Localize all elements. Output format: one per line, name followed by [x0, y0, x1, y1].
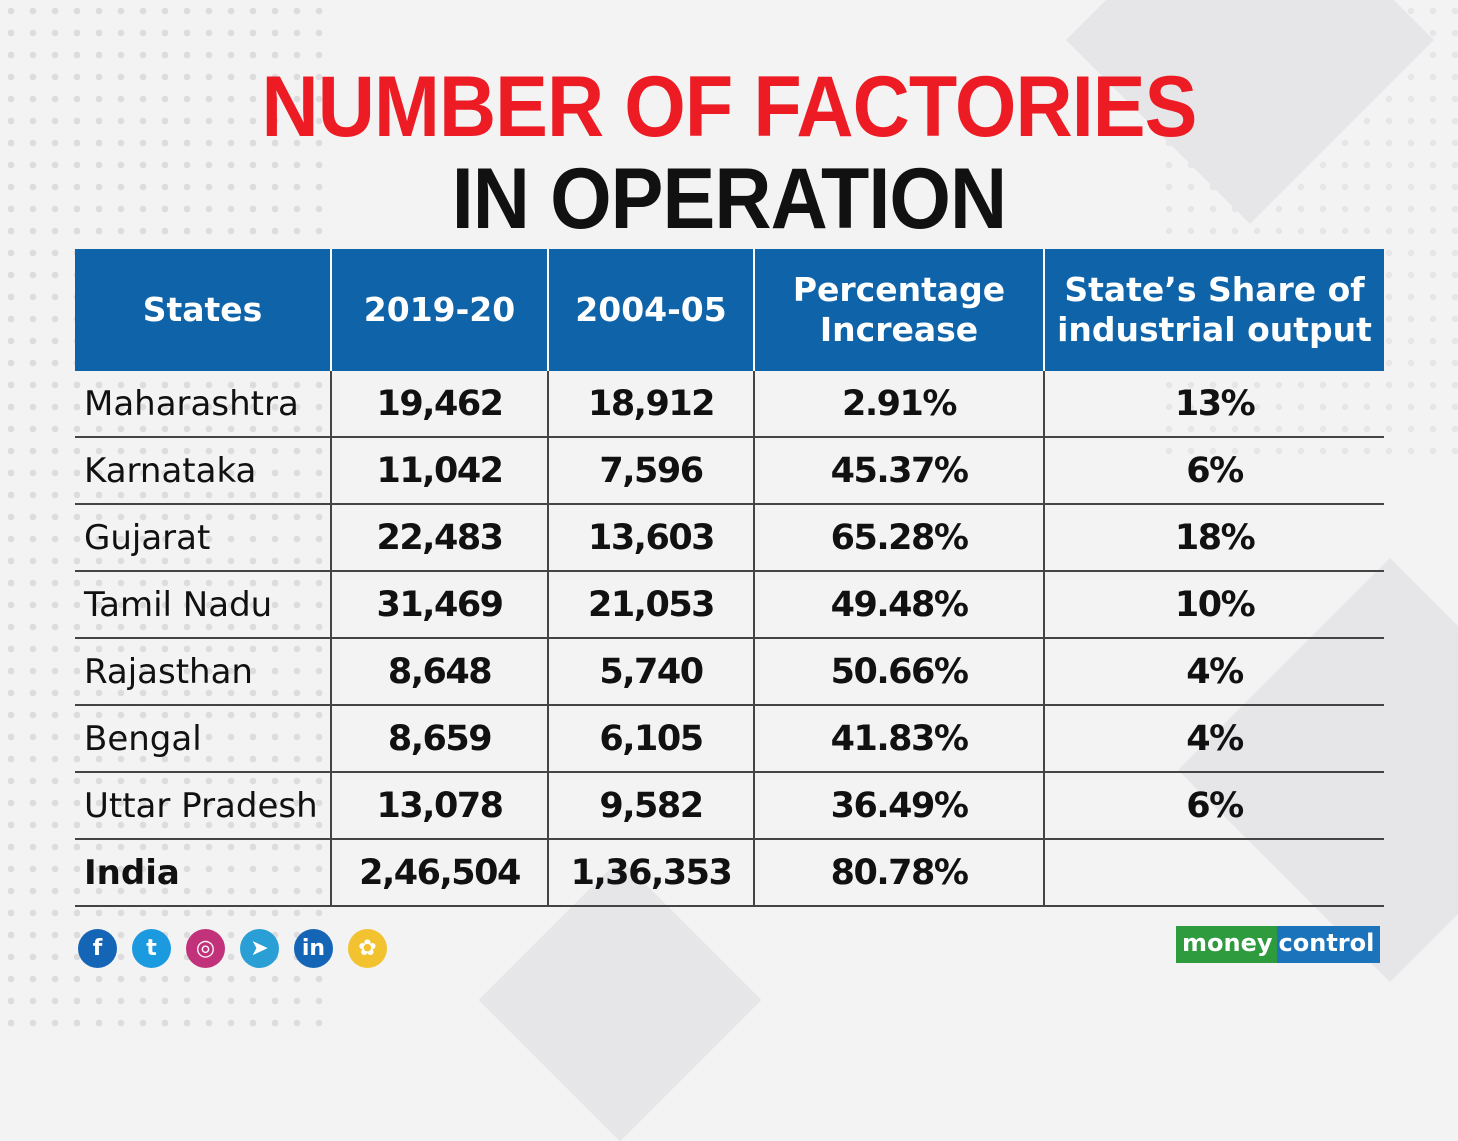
social-icons: f t ◎ ➤ in ✿ — [78, 929, 387, 968]
koo-icon[interactable]: ✿ — [348, 929, 387, 968]
table-row: Karnataka 11,042 7,596 45.37% 6% — [75, 437, 1384, 505]
table-cell-value: 13% — [1043, 371, 1384, 438]
logo-money-text: money — [1176, 926, 1277, 963]
table-cell-value: 45.37% — [753, 437, 1044, 505]
table-cell-value: 11,042 — [330, 437, 548, 505]
table-cell-value: 49.48% — [753, 571, 1044, 639]
table-row: Tamil Nadu 31,469 21,053 49.48% 10% — [75, 571, 1384, 639]
table-cell-value: 4% — [1043, 705, 1384, 773]
table-cell-state: Tamil Nadu — [75, 571, 331, 639]
twitter-icon[interactable]: t — [132, 929, 171, 968]
table-cell-value: 50.66% — [753, 638, 1044, 706]
table-cell-value: 21,053 — [547, 571, 754, 639]
table-cell-state: India — [75, 839, 331, 907]
table-cell-value: 2,46,504 — [330, 839, 548, 907]
table-cell-value: 41.83% — [753, 705, 1044, 773]
table-cell-value: 1,36,353 — [547, 839, 754, 907]
table-cell-state: Uttar Pradesh — [75, 772, 331, 840]
page-title-line-2: IN OPERATION — [451, 151, 1007, 247]
table-cell-value: 9,582 — [547, 772, 754, 840]
instagram-icon[interactable]: ◎ — [186, 929, 225, 968]
table-body: Maharashtra 19,462 18,912 2.91% 13% Karnataka… — [75, 371, 1384, 907]
factories-table: States 2019-20 2004-05 Percentage Increas… — [75, 249, 1384, 907]
page-title-line-1: NUMBER OF FACTORIES — [261, 59, 1198, 155]
table-cell-value: 65.28% — [753, 504, 1044, 572]
facebook-icon[interactable]: f — [78, 929, 117, 968]
table-cell-value: 31,469 — [330, 571, 548, 639]
table-row: Uttar Pradesh 13,078 9,582 36.49% 6% — [75, 772, 1384, 840]
table-cell-value: 18,912 — [547, 371, 754, 438]
column-header-percentage-increase: Percentage Increase — [753, 249, 1044, 371]
table-cell-state: Gujarat — [75, 504, 331, 572]
table-cell-value: 22,483 — [330, 504, 548, 572]
table-row: India 2,46,504 1,36,353 80.78% — [75, 839, 1384, 907]
table-cell-value: 4% — [1043, 638, 1384, 706]
table-cell-value: 6% — [1043, 772, 1384, 840]
table-cell-value: 6,105 — [547, 705, 754, 773]
table-cell-value: 7,596 — [547, 437, 754, 505]
table-cell-value: 80.78% — [753, 839, 1044, 907]
table-cell-state: Rajasthan — [75, 638, 331, 706]
column-header-2019-20: 2019-20 — [330, 249, 548, 371]
table-cell-value: 8,659 — [330, 705, 548, 773]
table-cell-value: 10% — [1043, 571, 1384, 639]
table-cell-value: 18% — [1043, 504, 1384, 572]
table-cell-value: 13,078 — [330, 772, 548, 840]
table-cell-value: 8,648 — [330, 638, 548, 706]
table-cell-value: 6% — [1043, 437, 1384, 505]
table-cell-value: 13,603 — [547, 504, 754, 572]
telegram-icon[interactable]: ➤ — [240, 929, 279, 968]
table-cell-value: 19,462 — [330, 371, 548, 438]
table-row: Gujarat 22,483 13,603 65.28% 18% — [75, 504, 1384, 572]
table-row: Maharashtra 19,462 18,912 2.91% 13% — [75, 371, 1384, 438]
table-cell-value — [1043, 839, 1384, 907]
table-row: Bengal 8,659 6,105 41.83% 4% — [75, 705, 1384, 773]
table-cell-value: 36.49% — [753, 772, 1044, 840]
table-cell-state: Maharashtra — [75, 371, 331, 438]
column-header-states: States — [75, 249, 331, 371]
column-header-2004-05: 2004-05 — [547, 249, 754, 371]
table-row: Rajasthan 8,648 5,740 50.66% 4% — [75, 638, 1384, 706]
column-header-state-share: State’s Share of industrial output — [1043, 249, 1384, 371]
moneycontrol-logo: money control — [1176, 926, 1381, 963]
table-cell-value: 5,740 — [547, 638, 754, 706]
table-cell-state: Karnataka — [75, 437, 331, 505]
table-header-row: States 2019-20 2004-05 Percentage Increas… — [75, 249, 1384, 371]
logo-control-text: control — [1276, 926, 1381, 963]
table-cell-state: Bengal — [75, 705, 331, 773]
linkedin-icon[interactable]: in — [294, 929, 333, 968]
table-cell-value: 2.91% — [753, 371, 1044, 438]
